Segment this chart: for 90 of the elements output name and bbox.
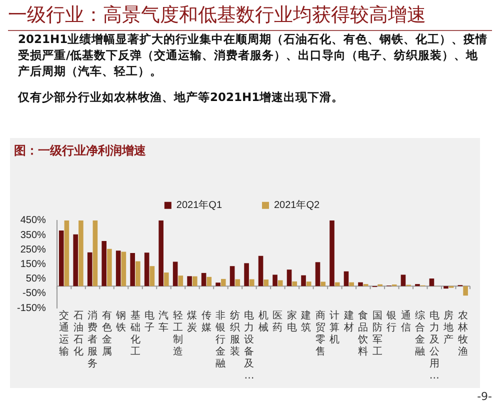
bar — [400, 274, 406, 286]
bar — [164, 272, 169, 286]
x-tick-label: 有色金属 — [102, 310, 112, 358]
x-tick-label: 银行 — [386, 310, 397, 334]
bar — [102, 240, 106, 286]
x-tick-label: 消费者服务 — [88, 310, 98, 370]
bar — [144, 252, 150, 286]
x-tick-label: 商贸零售 — [315, 310, 326, 358]
bar — [201, 272, 206, 286]
bar — [264, 280, 269, 286]
y-tick-label: 150% — [20, 258, 46, 270]
x-tick-label: 农林牧渔 — [456, 310, 468, 358]
bar — [444, 286, 448, 289]
x-tick-label: 房地产 — [442, 310, 454, 346]
bar — [206, 276, 212, 286]
x-tick-label: 石油石化 — [73, 310, 84, 358]
x-tick-label: 机械 — [258, 310, 268, 334]
x-tick-label: 传媒 — [201, 310, 212, 334]
y-tick-label: -150% — [17, 302, 46, 314]
x-tick-label: 汽车 — [158, 310, 169, 334]
x-tick-label: 纺织服装 — [230, 310, 240, 358]
x-tick-label: 交通运输 — [59, 310, 70, 358]
bar — [463, 286, 468, 296]
bar — [272, 274, 278, 286]
text: 仅有少部分行业如农林牧渔、地产等2021H1增速出现下滑。 — [18, 89, 345, 105]
x-tick-label: 医药 — [272, 310, 283, 334]
bar — [172, 262, 178, 286]
bar — [301, 275, 306, 286]
x-tick-label: 家电 — [286, 310, 297, 334]
bar — [358, 282, 363, 286]
bar — [220, 278, 226, 286]
bar — [87, 252, 92, 286]
y-tick-label: -50% — [22, 288, 46, 300]
bar — [178, 276, 184, 286]
bar — [78, 220, 84, 286]
x-tick-label: 轻工制造 — [172, 310, 183, 358]
x-tick-label: 电力设备及… — [244, 310, 254, 382]
bar — [92, 220, 98, 286]
y-tick-label: 250% — [20, 244, 46, 256]
x-tick-label: 电子 — [144, 310, 154, 334]
bar — [121, 252, 126, 286]
bar — [429, 278, 434, 286]
bar — [150, 266, 155, 286]
bar — [192, 276, 198, 286]
x-tick-label: 煤炭 — [187, 310, 198, 334]
bar — [216, 282, 220, 286]
x-tick-label: 非银行金融 — [214, 310, 226, 370]
bar — [158, 220, 164, 286]
x-tick-label: 基础化工 — [129, 310, 140, 358]
bar — [292, 281, 298, 286]
x-tick-label: 计算机 — [330, 310, 340, 346]
legend-label: 2021年Q2 — [274, 199, 320, 212]
x-tick-label: 食品饮料 — [357, 310, 368, 358]
y-tick-label: 350% — [20, 230, 46, 241]
text: -9- — [477, 390, 492, 403]
bar — [130, 252, 135, 286]
bar — [334, 282, 340, 286]
x-tick-label: 钢铁 — [115, 310, 126, 334]
y-tick-label: 450% — [20, 215, 46, 226]
x-tick-label: 通信 — [400, 310, 411, 334]
bar — [230, 266, 235, 286]
bar — [187, 276, 192, 286]
x-tick-label: 综合金融 — [415, 310, 426, 358]
y-tick-label: 50% — [26, 274, 46, 285]
bar — [278, 280, 283, 286]
bar — [258, 256, 264, 286]
bar — [249, 279, 254, 286]
x-tick-label: 国防军工 — [372, 310, 382, 358]
bar — [64, 220, 70, 286]
bar — [344, 271, 349, 286]
bar — [286, 270, 292, 286]
bar — [107, 248, 112, 286]
bar — [320, 282, 326, 286]
bar — [116, 250, 121, 286]
bar — [136, 261, 140, 286]
x-tick-label: 电力及公用… — [429, 310, 440, 382]
bar — [58, 230, 64, 286]
x-tick-label: 建材 — [342, 310, 354, 334]
text: 一级行业：高景气度和低基数行业均获得较高增速 — [8, 2, 492, 31]
bar — [244, 263, 249, 286]
bar — [73, 234, 78, 286]
x-tick-label: 建筑 — [300, 310, 312, 334]
text: 2021H1业绩增幅显著扩大的行业集中在顺周期（石油石化、有色、钢铁、化工）、疫情受损严重/低基数下反弹（交通运输、消费者服务）、出口导向（电子、纺织服装）、地产后周期（汽车、轻工）。 — [18, 31, 488, 79]
bar — [306, 282, 312, 286]
bar — [349, 282, 354, 286]
legend-label: 2021年Q1 — [176, 199, 222, 212]
chart-title: 图：一级行业净利润增速 — [14, 143, 147, 158]
bar — [235, 279, 240, 286]
bar — [315, 262, 320, 286]
bar — [330, 220, 334, 286]
